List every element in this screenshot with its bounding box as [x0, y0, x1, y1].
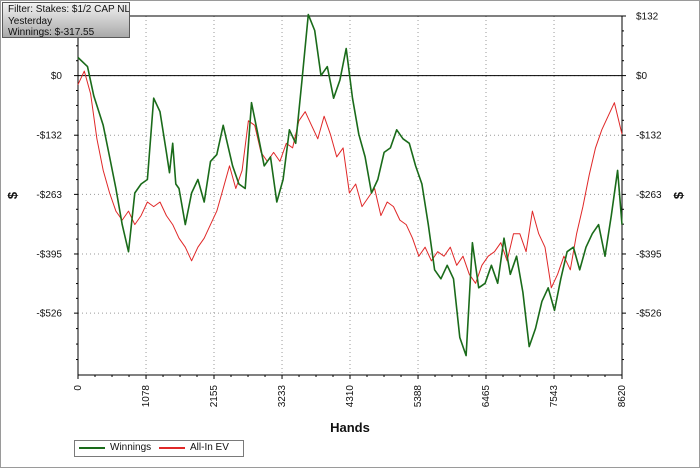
x-tick-label: 1078 [141, 385, 152, 408]
y-tick-label-right: $0 [636, 71, 648, 82]
y-tick-label-right: -$263 [636, 190, 662, 201]
y-tick-label-left: -$132 [36, 131, 62, 142]
y-tick-label-right: -$526 [636, 309, 662, 320]
legend-swatch-winnings [79, 446, 105, 449]
y-tick-label-left: -$263 [36, 190, 62, 201]
filter-date-text: Yesterday [8, 15, 53, 27]
y-tick-label-right: -$395 [636, 249, 662, 260]
tick-labels: $132$132$0$0-$132-$132-$263-$263-$395-$3… [36, 12, 662, 408]
x-tick-label: 0 [73, 385, 84, 391]
x-axis-label: Hands [330, 420, 370, 435]
filter-info-box: Filter: Stakes: $1/2 CAP NL Yesterday Wi… [2, 2, 130, 38]
y-tick-label-left: -$526 [36, 309, 62, 320]
plot-area [77, 15, 623, 376]
legend-label-winnings: Winnings [110, 442, 152, 453]
filter-winnings-text: Winnings: $-317.55 [8, 27, 95, 38]
y-tick-label-right: -$132 [636, 131, 662, 142]
legend: Winnings All-In EV [74, 440, 244, 457]
x-tick-label: 8620 [617, 385, 628, 408]
y-tick-label-right: $132 [636, 12, 659, 23]
legend-swatch-all-in-ev [159, 446, 185, 449]
y-tick-label-left: $0 [51, 71, 63, 82]
y-axis-label-right: $ [671, 191, 686, 199]
filter-stakes-text: Filter: Stakes: $1/2 CAP NL [8, 4, 130, 15]
legend-label-all-in-ev: All-In EV [190, 442, 229, 453]
y-axis-label-left: $ [5, 191, 20, 199]
x-tick-label: 7543 [549, 385, 560, 408]
grid [77, 15, 623, 375]
x-tick-label: 2155 [209, 385, 220, 408]
legend-item-winnings: Winnings [79, 442, 151, 453]
series-line-winnings [77, 13, 623, 357]
x-tick-label: 3233 [277, 385, 288, 408]
legend-item-all-in-ev: All-In EV [159, 442, 229, 453]
x-tick-label: 4310 [345, 385, 356, 408]
x-tick-label: 6465 [481, 385, 492, 408]
y-tick-label-left: -$395 [36, 249, 62, 260]
x-tick-label: 5388 [413, 385, 424, 408]
series-line-all-in-ev [77, 70, 623, 289]
